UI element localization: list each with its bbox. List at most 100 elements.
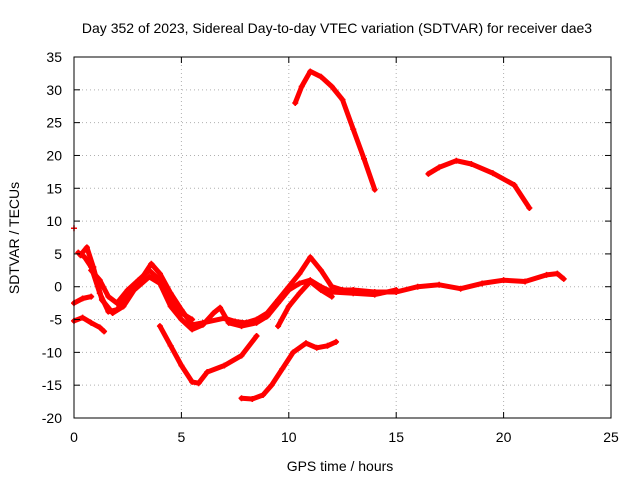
data-point-3-14 [217, 304, 224, 311]
data-point-5-1 [285, 303, 292, 310]
series-arc-mid-rise [275, 278, 335, 330]
series-arc-low-dip [156, 323, 260, 387]
x-tick-label-2: 10 [281, 429, 297, 445]
data-point-8-8 [253, 332, 260, 339]
data-point-2-30 [436, 281, 443, 288]
data-point-2-9 [156, 270, 163, 277]
data-point-2-23 [318, 267, 325, 274]
data-point-5-0 [275, 323, 282, 330]
series-line-0 [292, 68, 378, 193]
x-tick-label-5: 25 [603, 429, 619, 445]
data-point-3-3 [98, 296, 105, 303]
data-point-9-3 [268, 382, 275, 389]
data-point-3-26 [371, 291, 378, 298]
data-point-8-3 [189, 378, 196, 385]
data-point-3-13 [210, 309, 217, 316]
data-point-5-2 [296, 290, 303, 297]
y-tick-label-6: 10 [46, 213, 62, 229]
data-point-4-9 [178, 309, 185, 316]
chart-title: Day 352 of 2023, Sidereal Day-to-day VTE… [82, 20, 592, 36]
series-arc-low-rise [238, 338, 340, 402]
data-point-2-29 [414, 283, 421, 290]
data-point-8-5 [204, 369, 211, 376]
data-point-4-3 [113, 300, 120, 307]
data-point-5-4 [318, 287, 325, 294]
data-point-3-10 [178, 316, 185, 323]
data-point-8-4 [195, 380, 202, 387]
series-line-9 [239, 339, 339, 402]
data-point-0-3 [318, 73, 325, 80]
y-tick-label-5: 5 [54, 246, 62, 262]
data-point-4-4 [124, 287, 131, 294]
data-point-8-1 [167, 342, 174, 349]
data-point-9-8 [324, 342, 331, 349]
y-tick-label-4: 0 [54, 279, 62, 295]
data-point-2-33 [500, 277, 507, 284]
y-tick-label-9: 25 [46, 115, 62, 131]
data-point-3-21 [296, 280, 303, 287]
data-point-4-2 [105, 293, 112, 300]
y-tick-label-7: 15 [46, 180, 62, 196]
y-tick-label-3: -5 [50, 312, 63, 328]
data-point-2-37 [560, 275, 567, 282]
data-point-9-9 [333, 338, 340, 345]
data-point-3-27 [393, 287, 400, 294]
data-point-3-19 [275, 300, 282, 307]
data-point-2-24 [328, 283, 335, 290]
y-tick-label-0: -20 [42, 410, 62, 426]
data-point-4-0 [88, 267, 95, 274]
data-point-8-0 [156, 323, 163, 330]
data-point-5-5 [328, 293, 335, 300]
data-point-8-7 [238, 352, 245, 359]
data-point-0-0 [292, 99, 299, 106]
data-point-4-10 [189, 316, 196, 323]
data-point-4-7 [156, 277, 163, 284]
data-point-3-6 [131, 287, 138, 294]
data-point-0-7 [360, 155, 367, 162]
data-point-7-3 [96, 324, 103, 331]
data-point-3-9 [167, 303, 174, 310]
data-point-5-3 [307, 278, 314, 285]
data-point-7-2 [88, 319, 95, 326]
data-point-3-18 [264, 313, 271, 320]
series-arc-high-peak [292, 68, 378, 193]
series-arc-early-dip [71, 314, 108, 335]
data-point-3-12 [199, 321, 206, 328]
data-point-0-8 [371, 186, 378, 193]
data-point-1-4 [489, 170, 496, 177]
data-point-0-5 [339, 96, 346, 103]
x-tick-label-0: 0 [70, 429, 78, 445]
data-point-3-5 [120, 303, 127, 310]
data-point-3-16 [238, 323, 245, 330]
data-point-0-4 [328, 83, 335, 90]
data-point-6-2 [88, 293, 95, 300]
x-tick-label-4: 20 [496, 429, 512, 445]
y-tick-label-2: -10 [42, 344, 62, 360]
y-axis-label: SDTVAR / TECUs [6, 182, 22, 294]
data-point-6-1 [79, 295, 86, 302]
y-tick-label-1: -15 [42, 377, 62, 393]
data-point-1-6 [526, 204, 533, 211]
data-point-7-1 [79, 314, 86, 321]
plot-border [73, 56, 612, 419]
data-point-0-1 [298, 83, 305, 90]
data-point-3-4 [109, 309, 116, 316]
data-series [71, 68, 567, 402]
y-tick-label-8: 20 [46, 147, 62, 163]
axis-ticks: 0 5 10 15 20 25 -20 -15 -10 -5 0 5 10 15 20 25 30 35 [42, 49, 619, 445]
data-point-0-2 [307, 68, 314, 75]
series-line-5 [275, 279, 335, 329]
data-point-4-8 [167, 296, 174, 303]
data-point-4-1 [96, 277, 103, 284]
y-tick-label-10: 30 [46, 82, 62, 98]
data-point-0-6 [350, 126, 357, 133]
data-point-7-4 [101, 328, 108, 335]
x-axis-label: GPS time / hours [287, 458, 394, 474]
data-point-4-6 [146, 267, 153, 274]
y-tick-label-11: 35 [46, 49, 62, 65]
data-point-9-0 [238, 395, 245, 402]
series-arc-late-high [425, 157, 533, 211]
data-point-1-3 [468, 160, 475, 167]
data-point-8-2 [178, 362, 185, 369]
